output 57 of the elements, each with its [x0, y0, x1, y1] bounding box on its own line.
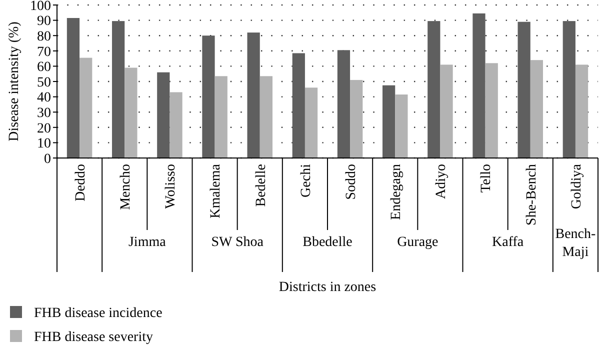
bar — [440, 64, 453, 158]
bar — [66, 18, 80, 158]
text: Jimma — [128, 235, 167, 250]
y-tick-label: 10 — [37, 136, 51, 152]
y-tick-label: 20 — [37, 121, 51, 136]
text: Bbedelle — [302, 235, 352, 250]
x-tick-label: Endegagn — [389, 164, 404, 220]
x-axis-title: Districts in zones — [278, 280, 376, 295]
x-tick-label: Adiyo — [434, 164, 450, 199]
y-tick-label: 80 — [37, 30, 51, 44]
x-tick-label: Deddo — [73, 164, 88, 202]
x-tick-label: Gechi — [298, 164, 314, 198]
x-tick-label: Wolisso — [164, 164, 179, 209]
bar — [124, 68, 138, 158]
x-tick-label: Tello — [479, 164, 494, 193]
y-tick-label: 70 — [37, 44, 51, 60]
bar — [530, 60, 543, 158]
y-tick-label: 60 — [37, 60, 51, 76]
y-tick-label: 90 — [37, 14, 51, 30]
y-tick-label: 100 — [30, 0, 51, 14]
text: Gurage — [397, 235, 438, 250]
bar — [395, 94, 408, 158]
bar — [292, 53, 305, 158]
text: Kaffa — [492, 235, 524, 250]
bar — [350, 80, 363, 158]
legend-label: FHB disease incidence — [34, 306, 162, 321]
y-tick-label: 50 — [37, 75, 51, 90]
bar — [202, 36, 215, 158]
bar — [80, 58, 92, 158]
x-tick-label: Bedelle — [254, 164, 269, 207]
bar — [428, 21, 440, 158]
bar — [112, 21, 125, 158]
x-tick-label: Kmalema — [208, 163, 224, 218]
bar — [247, 32, 260, 158]
bar — [214, 76, 228, 158]
y-axis-title: Disease intensity (%) — [6, 21, 22, 142]
x-tick-label: Goldiya — [569, 163, 584, 210]
bar — [575, 64, 588, 158]
text: SW Shoa — [211, 235, 264, 250]
bar — [472, 13, 486, 158]
y-tick-label: 0 — [44, 152, 51, 167]
x-tick-label: She-Bench — [524, 164, 540, 226]
y-tick-label: 40 — [37, 90, 51, 106]
bar — [337, 50, 350, 158]
x-tick-label: Mencho — [118, 164, 134, 210]
bar — [304, 88, 318, 158]
legend-label: FHB disease severity — [34, 330, 153, 345]
bar — [562, 21, 576, 158]
bar — [382, 85, 396, 158]
bar — [485, 63, 498, 158]
bar — [157, 72, 170, 158]
x-tick-label: Soddo — [344, 164, 359, 200]
bar — [518, 22, 530, 158]
y-tick-label: 30 — [37, 106, 51, 121]
bar — [260, 76, 272, 158]
bar — [170, 92, 182, 158]
text: Bench-Maji — [555, 227, 596, 260]
